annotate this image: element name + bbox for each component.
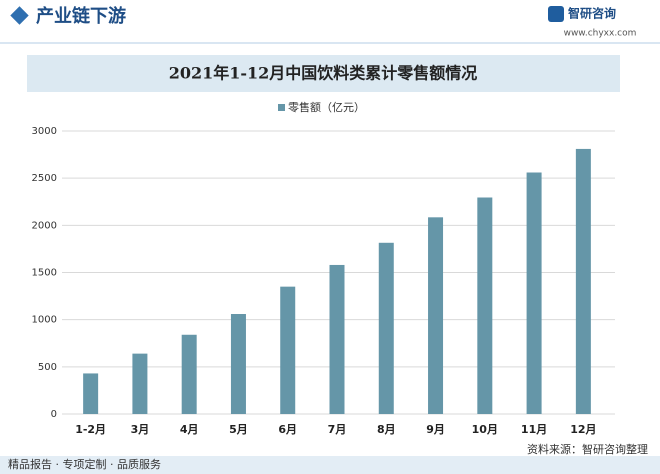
legend-swatch <box>278 104 285 111</box>
x-tick-label: 1-2月 <box>75 423 106 436</box>
bar <box>378 242 394 414</box>
y-tick-label: 500 <box>38 362 57 373</box>
bar <box>280 286 296 414</box>
bar <box>575 148 591 414</box>
x-tick-label: 3月 <box>131 423 150 436</box>
x-tick-label: 7月 <box>328 423 347 436</box>
source: 资料来源：智研咨询整理 <box>527 442 648 456</box>
bar <box>230 314 246 414</box>
logo-text: 智研咨询 <box>567 6 616 21</box>
bar <box>477 197 493 414</box>
x-tick-label: 9月 <box>426 423 445 436</box>
bar <box>428 217 444 414</box>
header-icon <box>10 6 29 25</box>
bar <box>83 373 99 414</box>
footer-bar <box>0 456 660 474</box>
website: www.chyxx.com <box>564 29 637 39</box>
y-tick-label: 3000 <box>32 126 57 137</box>
legend-label: 零售额（亿元） <box>288 100 365 114</box>
title-box <box>27 55 620 92</box>
logo-icon <box>548 6 564 22</box>
x-tick-label: 10月 <box>472 423 498 436</box>
bar <box>132 353 148 414</box>
section-title: 产业链下游 <box>36 5 126 27</box>
chart-title: 2021年1-12月中国饮料类累计零售额情况 <box>169 64 478 83</box>
bar <box>526 172 542 414</box>
footer-slogan: 精品报告 · 专项定制 · 品质服务 <box>8 457 161 471</box>
x-tick-label: 8月 <box>377 423 396 436</box>
y-tick-label: 0 <box>51 409 57 420</box>
y-tick-label: 2500 <box>32 173 57 184</box>
y-tick-label: 1500 <box>32 268 57 279</box>
y-tick-label: 1000 <box>32 315 57 326</box>
x-tick-label: 11月 <box>521 423 547 436</box>
x-tick-label: 5月 <box>229 423 248 436</box>
x-tick-label: 6月 <box>278 423 297 436</box>
header-rule <box>0 42 660 44</box>
x-tick-label: 4月 <box>180 423 199 436</box>
y-tick-label: 2000 <box>32 220 57 231</box>
x-tick-label: 12月 <box>570 423 596 436</box>
bar <box>181 334 197 414</box>
bar <box>329 264 345 414</box>
